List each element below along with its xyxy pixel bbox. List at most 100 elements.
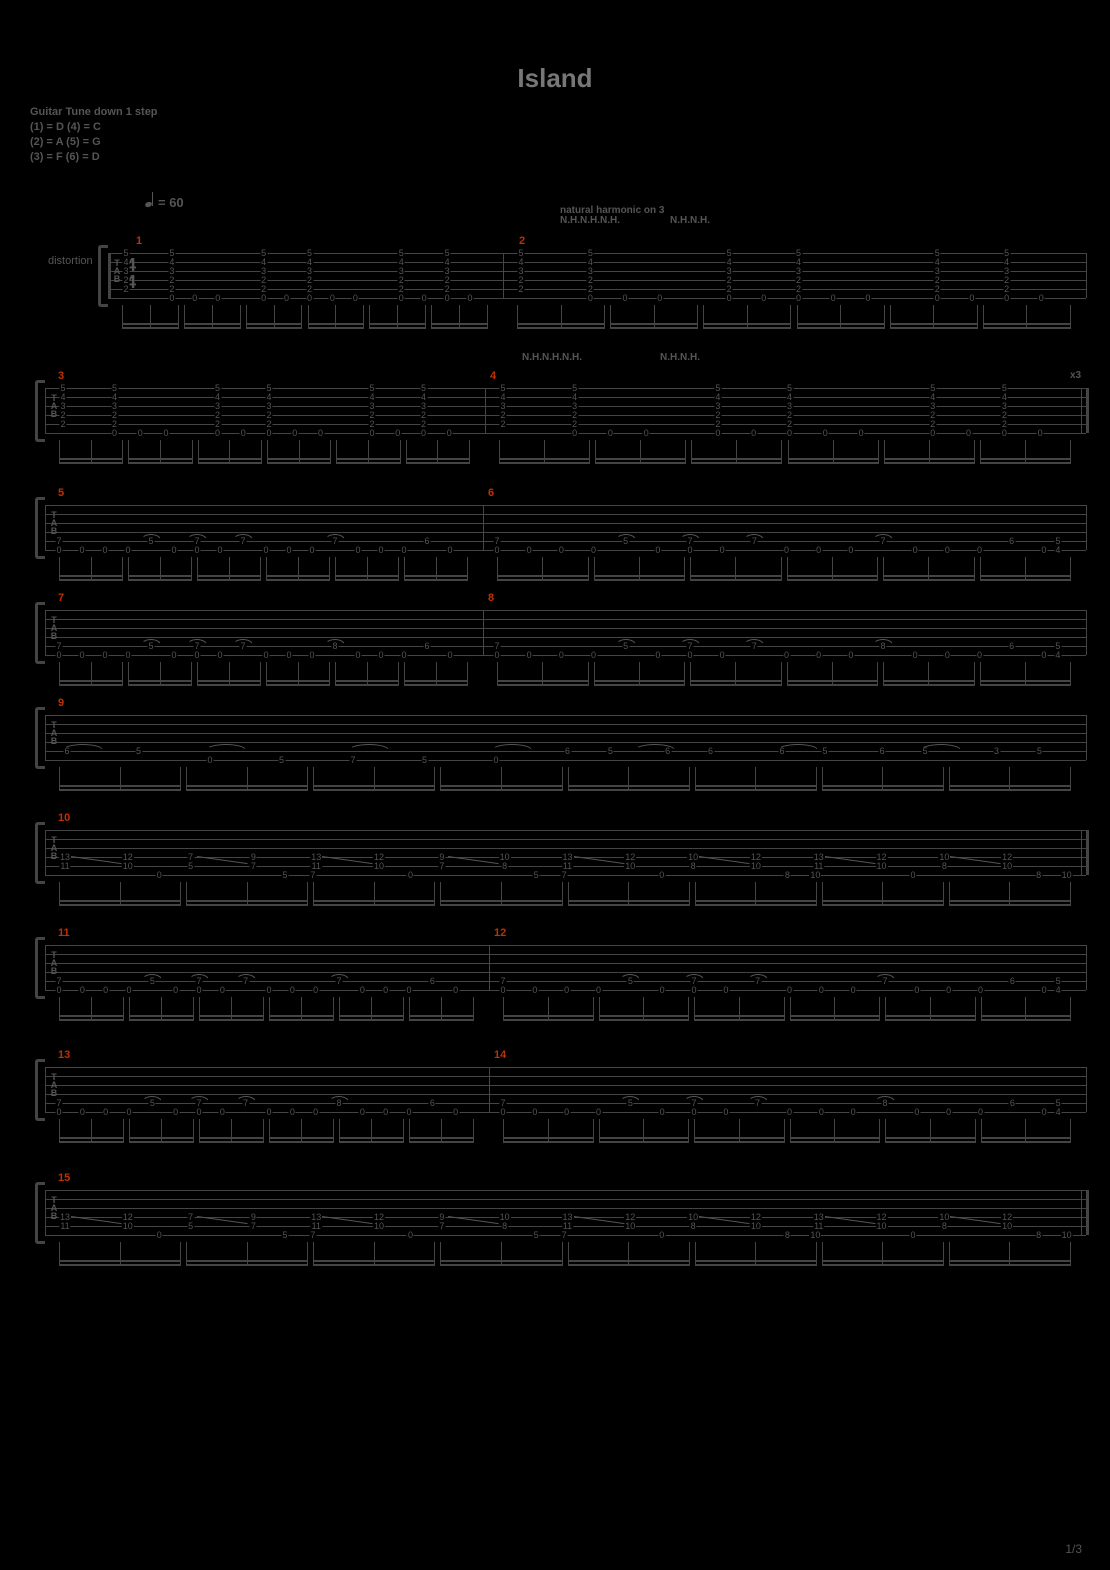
note-stem	[499, 440, 500, 464]
beam-group	[497, 662, 588, 686]
note-stem	[654, 305, 655, 329]
beam-row	[45, 997, 1086, 1021]
fret-number: 10	[750, 1221, 762, 1231]
barline	[503, 253, 504, 298]
staff-line	[45, 848, 1086, 849]
fret-number: 0	[563, 985, 570, 995]
note-stem	[1025, 997, 1026, 1021]
note-stem	[487, 305, 488, 329]
fret-number: 0	[265, 428, 272, 438]
staff-line	[45, 760, 1086, 761]
fret-number: 5	[281, 1230, 288, 1240]
note-stem	[160, 557, 161, 581]
note-stem	[186, 1242, 187, 1266]
beam-row	[45, 662, 1086, 686]
fret-number: 0	[658, 870, 665, 880]
note-stem	[469, 440, 470, 464]
note-stem	[191, 662, 192, 686]
note-stem	[436, 557, 437, 581]
fret-number: 10	[876, 861, 888, 871]
measure-number: 12	[494, 927, 506, 939]
tab-clef: TAB	[49, 836, 59, 860]
note-stem	[374, 882, 375, 906]
beam-group	[980, 662, 1071, 686]
note-stem	[694, 1119, 695, 1143]
fret-number: 11	[562, 1221, 573, 1231]
beam-line	[59, 462, 122, 464]
beam-line	[409, 1141, 473, 1143]
fret-number: 0	[377, 650, 384, 660]
effect-label: distortion	[48, 255, 93, 267]
staff-line	[45, 514, 1086, 515]
beam-line	[59, 1019, 123, 1021]
fret-number: 0	[382, 985, 389, 995]
tempo-value: = 60	[158, 195, 184, 210]
note-stem	[877, 662, 878, 686]
beam-line	[59, 684, 122, 686]
measure-number: 1	[136, 235, 142, 247]
staff-line	[45, 619, 1086, 620]
fret-number: 10	[809, 870, 821, 880]
fret-number: 0	[195, 985, 202, 995]
note-stem	[398, 557, 399, 581]
beam-row	[45, 557, 1086, 581]
fret-number: 2	[122, 284, 129, 294]
tie-arc	[233, 534, 253, 540]
beam-group	[983, 305, 1070, 329]
fret-number: 0	[55, 985, 62, 995]
fret-number: 0	[977, 1107, 984, 1117]
note-stem	[180, 767, 181, 791]
note-stem	[374, 767, 375, 791]
fret-number: 5	[533, 1230, 540, 1240]
note-stem	[517, 305, 518, 329]
fret-number: 0	[719, 545, 726, 555]
tie-arc	[492, 744, 532, 750]
fret-number: 11	[813, 861, 824, 871]
harmonic-label: N.H.N.H.N.H.	[560, 215, 620, 226]
beam-group	[335, 662, 398, 686]
beam-line	[129, 1137, 193, 1139]
beam-group	[499, 440, 589, 464]
note-stem	[784, 997, 785, 1021]
barline	[45, 388, 46, 433]
note-stem	[943, 882, 944, 906]
beam-line	[949, 1264, 1070, 1266]
staff-line	[45, 1076, 1086, 1077]
fret-number: 0	[359, 985, 366, 995]
note-stem	[406, 440, 407, 464]
barline	[1086, 505, 1087, 550]
fret-number: 0	[260, 293, 267, 303]
fret-number: 5	[421, 755, 428, 765]
fret-number: 0	[219, 985, 226, 995]
beam-line	[313, 1264, 434, 1266]
note-stem	[129, 1119, 130, 1143]
fret-number: 0	[658, 1230, 665, 1240]
fret-number: 0	[587, 293, 594, 303]
note-stem	[691, 440, 692, 464]
beam-group	[517, 305, 604, 329]
fret-number: 7	[438, 861, 445, 871]
note-stem	[120, 882, 121, 906]
note-stem	[755, 882, 756, 906]
beam-group	[694, 1119, 784, 1143]
beam-group	[694, 997, 784, 1021]
fret-number: 0	[193, 545, 200, 555]
beam-line	[184, 327, 240, 329]
fret-number: 5	[1036, 746, 1043, 756]
beam-line	[885, 1015, 975, 1017]
tab-system: TAB34N.H.N.H.N.H.N.H.N.H.x35432254322054…	[0, 388, 1110, 478]
fret-number: 0	[607, 428, 614, 438]
fret-number: 11	[311, 1221, 322, 1231]
note-stem	[371, 1119, 372, 1143]
note-stem	[120, 767, 121, 791]
beam-line	[595, 458, 685, 460]
beam-line	[695, 789, 816, 791]
note-stem	[735, 557, 736, 581]
fret-number: 2	[59, 419, 66, 429]
note-stem	[298, 662, 299, 686]
note-stem	[688, 1119, 689, 1143]
fret-number: 0	[289, 985, 296, 995]
note-stem	[186, 882, 187, 906]
staff-line	[45, 724, 1086, 725]
beam-group	[199, 1119, 263, 1143]
